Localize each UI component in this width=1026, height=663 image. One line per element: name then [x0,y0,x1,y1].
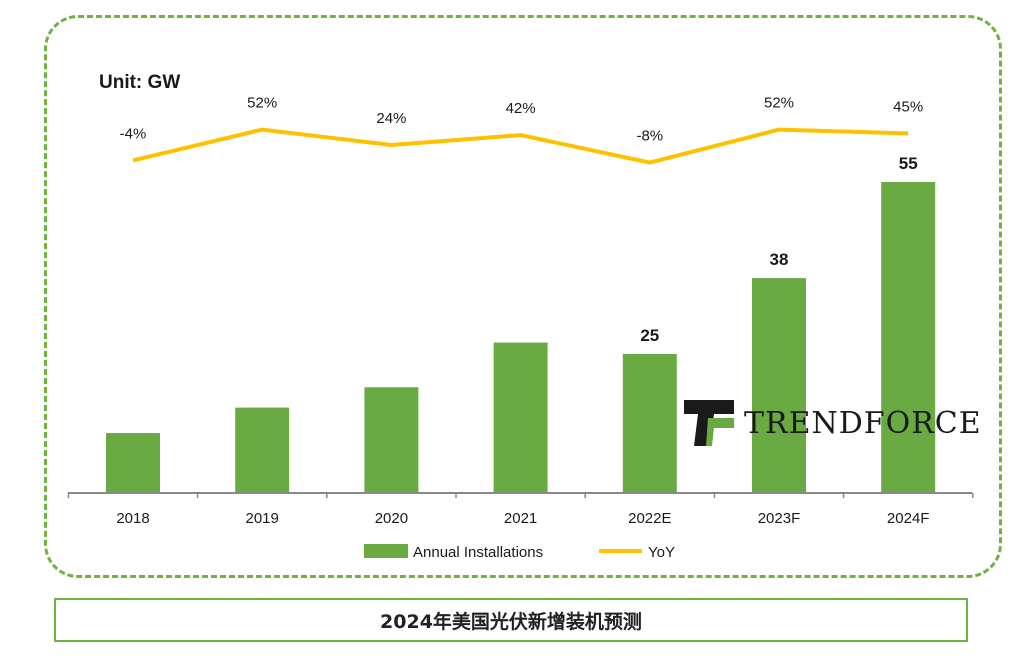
trendforce-logo: TRENDFORCE [684,400,982,446]
yoy-label-2020: 24% [376,110,406,127]
bar-2024f [881,182,936,493]
legend-label-yoy: YoY [648,544,675,561]
x-tick-label-2020: 2020 [375,510,408,527]
unit-label: Unit: GW [99,72,180,93]
bar-label-2024f: 55 [899,154,918,173]
trendforce-logo-icon [684,400,734,446]
bar-2018 [106,433,160,493]
bar-label-2023f: 38 [770,250,789,269]
bar-2022e [622,353,677,493]
x-tick-label-2024f: 2024F [887,510,930,527]
x-tick-label-2023f: 2023F [758,510,801,527]
yoy-label-2019: 52% [247,95,277,112]
yoy-label-2018: -4% [120,125,147,142]
x-tick-label-2021: 2021 [504,510,537,527]
legend-label-annual-installations: Annual Installations [413,544,543,561]
caption: 2024年美国光伏新增装机预测 [54,598,968,642]
bar-label-2022e: 25 [640,326,659,345]
yoy-label-2024f: 45% [893,98,923,115]
legend-swatch-annual-installations [364,544,408,558]
x-tick-label-2022e: 2022E [628,510,671,527]
series-line-yoy [132,127,909,165]
yoy-label-2022e: -8% [636,128,663,145]
x-tick-label-2019: 2019 [246,510,279,527]
bar-2021 [493,342,548,493]
yoy-label-2023f: 52% [764,95,794,112]
bar-2019 [235,407,290,493]
chart: Unit: GW 25 38 55 2018 2019 2020 2021 2022E 202… [67,72,974,561]
yoy-label-2021: 42% [506,100,536,117]
trendforce-logo-word: TRENDFORCE [744,405,982,441]
bar-2020 [364,387,419,493]
x-tick-label-2018: 2018 [116,510,149,527]
bar-2023f [752,278,806,493]
chart-frame [44,15,1002,578]
